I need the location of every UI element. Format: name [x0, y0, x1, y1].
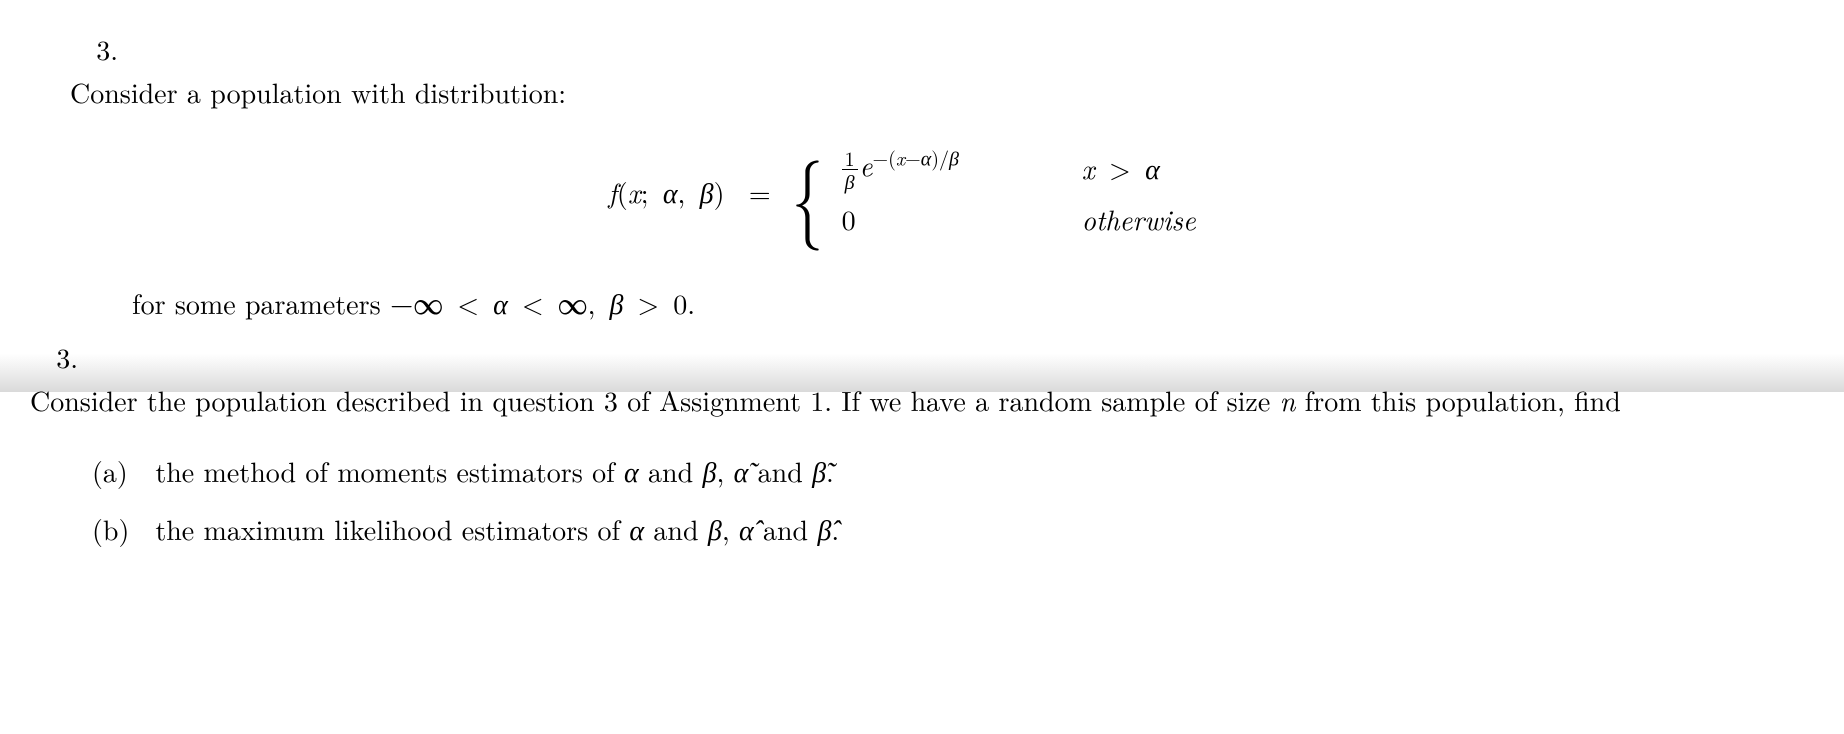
b-comma: ,: [722, 509, 739, 549]
param-text: for some parameters: [132, 283, 390, 323]
sub-label-b: (b): [92, 507, 146, 552]
exp-open: −(: [873, 142, 896, 171]
sub-item-b: (b) the maximum likelihood estimators of…: [92, 507, 1784, 552]
exp-x: x: [896, 142, 905, 171]
question-body: Consider the population described in que…: [30, 379, 1714, 422]
a-alpha: α: [624, 451, 639, 491]
b-period: .: [831, 509, 839, 549]
b-and-1: and: [644, 509, 708, 549]
sub-label-a: (a): [92, 449, 146, 494]
a-beta: β: [703, 451, 717, 491]
case-row-2: 0 otherwise: [842, 199, 1196, 239]
left-brace: {: [791, 162, 823, 222]
function-lhs: f(x; α, β) =: [608, 172, 770, 212]
case-2-condition: otherwise: [1082, 199, 1196, 239]
fraction: 1 β: [842, 148, 858, 191]
b-beta-hat: β̂: [817, 509, 831, 549]
zero: 0: [673, 283, 687, 323]
a-and-1: and: [639, 451, 703, 491]
sym-n: n: [1280, 380, 1296, 420]
case-1-expression: 1 β e−(x−α)/β: [842, 145, 1052, 191]
exponent: −(x−α)/β: [873, 142, 959, 171]
body-text-2: from this population, find: [1295, 380, 1620, 420]
cases: 1 β e−(x−α)/β x > α 0 otherwise: [842, 145, 1196, 239]
question-3-distribution: 3. Consider a population with distributi…: [0, 0, 1844, 326]
a-beta-tilde: β̃: [812, 451, 826, 491]
lt-1: <: [457, 283, 479, 323]
equals: =: [749, 172, 771, 212]
sym-x: x: [628, 172, 641, 212]
b-alpha-hat: α̂: [739, 509, 754, 549]
b-beta: β: [708, 509, 722, 549]
a-text: the method of moments estimators of: [155, 451, 624, 491]
question-intro: Consider a population with distribution:: [70, 71, 1664, 114]
case-2-expression: 0: [842, 199, 1052, 239]
b-and-2: and: [754, 509, 818, 549]
paren-open: (: [617, 172, 628, 212]
a-comma: ,: [716, 451, 733, 491]
gt: >: [637, 283, 659, 323]
sub-item-a: (a) the method of moments estimators of …: [92, 449, 1784, 494]
sym-beta: β: [700, 172, 714, 212]
parameter-constraints: for some parameters −∞ < α < ∞, β > 0.: [132, 279, 1734, 326]
frac-denominator: β: [842, 170, 858, 191]
semicolon: ;: [641, 172, 649, 212]
period: .: [687, 283, 695, 323]
piecewise-function: f(x; α, β) = { 1 β e−(x−α)/β x > α 0 oth…: [70, 145, 1734, 239]
comma-2: ,: [588, 283, 596, 323]
b-alpha: α: [629, 509, 644, 549]
a-period: .: [826, 451, 834, 491]
a-and-2: and: [748, 451, 812, 491]
lt-2: <: [522, 283, 544, 323]
sym-alpha: α: [663, 172, 678, 212]
exp-minus: −: [905, 142, 921, 171]
item-number-2: 3.: [30, 336, 78, 379]
item-number: 3.: [70, 28, 118, 71]
paren-close: ): [714, 172, 725, 212]
sub-questions: (a) the method of moments estimators of …: [92, 449, 1784, 553]
cond-x: x: [1082, 148, 1095, 188]
exp-alpha: α: [921, 142, 932, 171]
exp-beta: β: [949, 142, 959, 171]
comma: ,: [678, 172, 686, 212]
sym-f: f: [608, 172, 617, 212]
neg-infinity: −∞: [390, 280, 443, 323]
body-text-1: Consider the population described in que…: [30, 380, 1280, 420]
sym-e: e: [860, 145, 873, 185]
a-alpha-tilde: α̃: [734, 451, 749, 491]
b-text: the maximum likelihood estimators of: [155, 509, 629, 549]
exp-close: )/: [931, 142, 949, 171]
case-1-condition: x > α: [1082, 148, 1160, 188]
question-3-estimators: 3. Consider the population described in …: [0, 326, 1844, 552]
case-row-1: 1 β e−(x−α)/β x > α: [842, 145, 1196, 191]
beta: β: [609, 283, 623, 323]
alpha: α: [493, 283, 508, 323]
pos-infinity: ∞: [558, 280, 588, 323]
cond-alpha: α: [1145, 148, 1160, 188]
cond-gt: >: [1109, 148, 1131, 188]
